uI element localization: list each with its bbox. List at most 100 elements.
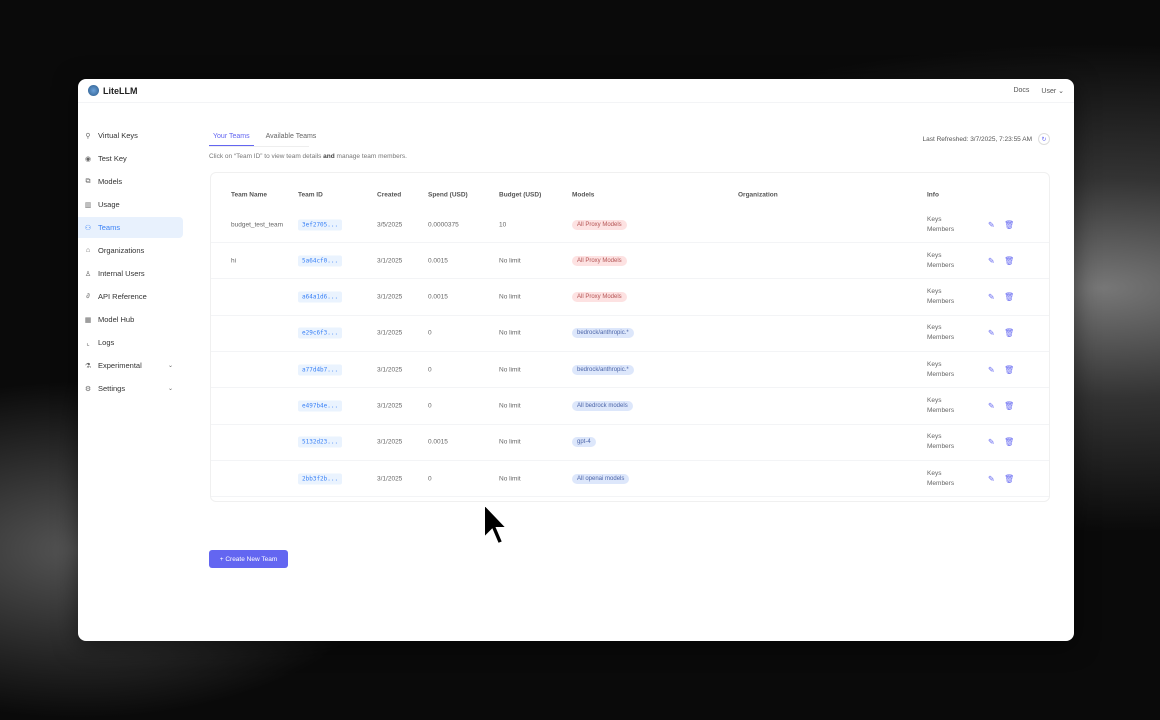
keys-label: Keys — [927, 288, 942, 296]
sidebar-item-logs[interactable]: ⌞ Logs — [78, 332, 183, 353]
teams-table: Team Name Team ID Created Spend (USD) Budget… — [210, 172, 1050, 502]
column-header[interactable]: Info — [927, 191, 939, 199]
trash-icon[interactable]: 🗑 — [1004, 437, 1015, 447]
model-badge: All Proxy Models — [572, 292, 627, 303]
main-content: Your Teams Available Teams Click on “Tea… — [209, 131, 1050, 171]
trash-icon[interactable]: 🗑 — [1004, 256, 1015, 266]
chevron-down-icon: ⌄ — [1058, 87, 1064, 95]
sidebar-item-models[interactable]: ⧉ Models — [78, 171, 183, 192]
keys-label: Keys — [927, 433, 942, 441]
table-row: 5132d23... 3/1/2025 0.0015 No limit gpt-… — [211, 425, 1049, 461]
column-header[interactable]: Models — [572, 191, 595, 199]
sidebar-item-label: Internal Users — [98, 269, 145, 278]
members-label: Members — [927, 225, 955, 233]
sidebar-item-organizations[interactable]: ⌂ Organizations — [78, 240, 183, 261]
info: Keys Members — [927, 360, 954, 380]
info: Keys Members — [927, 287, 954, 307]
hint-text: Click on “Team ID” to view team details … — [209, 153, 407, 160]
created-date: 3/1/2025 — [377, 438, 403, 446]
sidebar-item-usage[interactable]: ▥ Usage — [78, 194, 183, 215]
team-id-link[interactable]: a77d4b7... — [298, 364, 343, 376]
trash-icon[interactable]: 🗑 — [1004, 401, 1015, 411]
bank-icon: ⌂ — [85, 247, 91, 254]
sidebar-item-teams[interactable]: ⚇ Teams — [78, 217, 183, 238]
sidebar-item-model-hub[interactable]: ▦ Model Hub — [78, 309, 183, 330]
team-id-link[interactable]: 2bb3f2b... — [298, 473, 343, 485]
column-header[interactable]: Spend (USD) — [428, 191, 468, 199]
refresh-button[interactable]: ↻ — [1038, 133, 1050, 145]
user-menu[interactable]: User ⌄ — [1041, 87, 1064, 95]
budget: No limit — [499, 402, 521, 410]
created-date: 3/1/2025 — [377, 402, 403, 410]
keys-label: Keys — [927, 360, 942, 368]
info: Keys Members — [927, 323, 954, 343]
tab-your-teams[interactable]: Your Teams — [209, 131, 254, 146]
members-label: Members — [927, 370, 955, 378]
team-id-link[interactable]: 5132d23... — [298, 436, 343, 448]
tabs: Your Teams Available Teams — [209, 131, 316, 147]
sidebar-item-label: Settings — [98, 384, 126, 393]
team-name: budget_test_team — [231, 221, 284, 228]
spend: 0 — [428, 329, 432, 337]
edit-icon[interactable]: ✎ — [988, 365, 995, 375]
team-id-link[interactable]: e497b4e... — [298, 400, 343, 412]
sidebar-item-api-reference[interactable]: ∂ API Reference — [78, 286, 183, 307]
edit-icon[interactable]: ✎ — [988, 474, 995, 484]
sidebar-item-experimental[interactable]: ⚗ Experimental ⌄ — [78, 355, 183, 376]
trash-icon[interactable]: 🗑 — [1004, 292, 1015, 302]
sidebar-item-virtual-keys[interactable]: ⚲ Virtual Keys — [78, 125, 183, 146]
edit-icon[interactable]: ✎ — [988, 220, 995, 229]
budget: No limit — [499, 329, 521, 337]
sidebar-item-label: Usage — [98, 200, 120, 209]
team-id-link[interactable]: a64a1d6... — [298, 291, 343, 303]
edit-icon[interactable]: ✎ — [988, 256, 995, 266]
sidebar-item-settings[interactable]: ⚙ Settings ⌄ — [78, 378, 183, 399]
members-label: Members — [927, 298, 955, 306]
team-id-link[interactable]: 3ef2705... — [298, 219, 343, 230]
column-header[interactable]: Team ID — [298, 191, 323, 199]
sidebar-item-label: Model Hub — [98, 315, 135, 324]
table-row: 2bb3f2b... 3/1/2025 0 No limit All opena… — [211, 461, 1049, 498]
column-header[interactable]: Organization — [738, 191, 778, 199]
model-badge: All bedrock models — [572, 401, 633, 411]
sidebar-item-label: Experimental — [98, 361, 142, 370]
edit-icon[interactable]: ✎ — [988, 437, 995, 447]
sidebar-item-test-key[interactable]: ◉ Test Key — [78, 148, 183, 169]
keys-label: Keys — [927, 324, 942, 332]
trash-icon[interactable]: 🗑 — [1004, 474, 1015, 484]
created-date: 3/1/2025 — [377, 366, 403, 374]
trash-icon[interactable]: 🗑 — [1004, 220, 1015, 229]
info: Keys Members — [927, 251, 954, 271]
edit-icon[interactable]: ✎ — [988, 328, 995, 338]
team-icon: ⚇ — [84, 224, 92, 232]
budget: No limit — [499, 257, 521, 265]
create-new-team-button[interactable]: + Create New Team — [209, 550, 288, 568]
logo[interactable]: LiteLLM — [88, 85, 138, 96]
team-id-link[interactable]: e29c6f3... — [298, 327, 343, 339]
chevron-down-icon: ⌄ — [167, 363, 173, 369]
layers-icon: ⧉ — [85, 177, 91, 185]
edit-icon[interactable]: ✎ — [988, 401, 995, 411]
members-label: Members — [927, 443, 955, 451]
sidebar-item-internal-users[interactable]: ♙ Internal Users — [78, 263, 183, 284]
app-window: LiteLLM Docs User ⌄ ⚲ Virtual Keys ◉ Test Ke… — [78, 79, 1074, 641]
last-refreshed-text: Last Refreshed: 3/7/2025, 7:23:55 AM — [922, 135, 1033, 143]
budget: No limit — [499, 366, 521, 374]
sidebar-item-label: Test Key — [98, 154, 127, 163]
tab-available-teams[interactable]: Available Teams — [265, 133, 317, 140]
column-header[interactable]: Budget (USD) — [499, 191, 542, 199]
team-id-link[interactable]: 5a64cf0... — [298, 255, 343, 267]
column-header[interactable]: Created — [377, 191, 402, 199]
grid-icon: ▦ — [84, 316, 92, 324]
trash-icon[interactable]: 🗑 — [1004, 328, 1015, 338]
column-header[interactable]: Team Name — [231, 191, 268, 199]
edit-icon[interactable]: ✎ — [988, 292, 995, 302]
keys-label: Keys — [927, 397, 942, 404]
docs-link[interactable]: Docs — [1013, 86, 1030, 94]
budget: No limit — [499, 475, 521, 483]
members-label: Members — [927, 334, 955, 342]
trash-icon[interactable]: 🗑 — [1004, 365, 1015, 375]
model-badge: bedrock/anthropic.* — [572, 364, 634, 375]
created-date: 3/1/2025 — [377, 329, 403, 337]
sidebar-item-label: Virtual Keys — [98, 131, 138, 140]
